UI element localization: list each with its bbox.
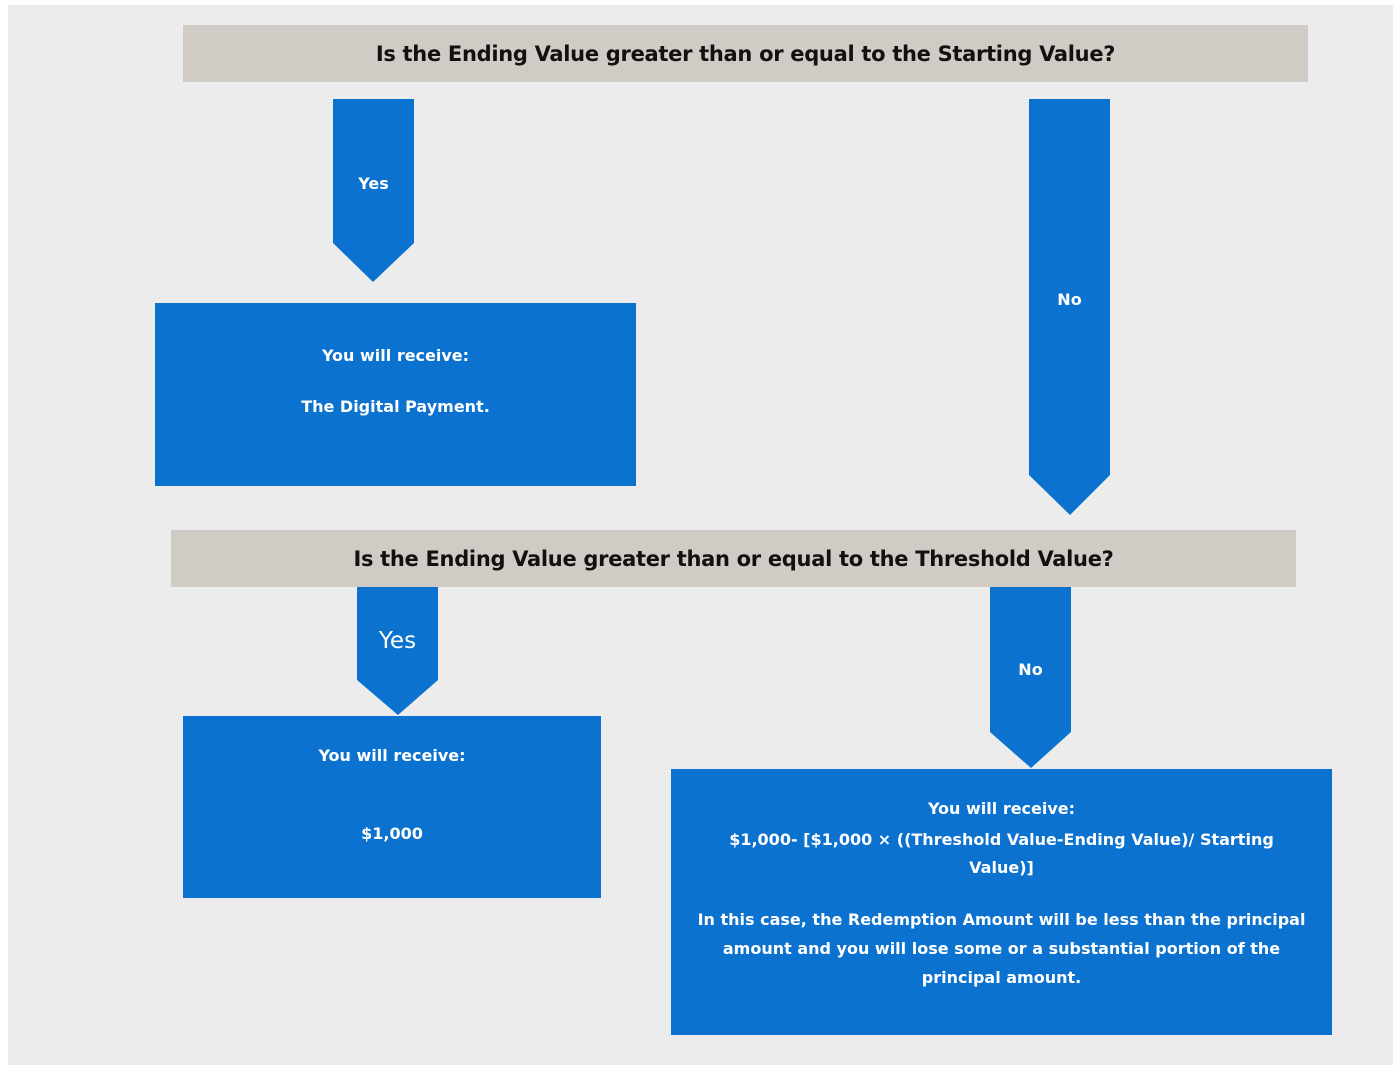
box-text: $1,000- [$1,000 × ((Threshold Value-Endi… — [729, 830, 1274, 877]
yes-label: Yes — [378, 628, 417, 654]
no-label: No — [1018, 660, 1043, 679]
outcome-box: You will receive: The Digital Payment. — [155, 303, 636, 486]
arrow-no-1 — [1029, 99, 1110, 515]
outcome-box: You will receive: $1,000 — [183, 716, 601, 898]
question-2: Is the Ending Value greater than or equa… — [171, 530, 1296, 587]
box-text: You will receive: — [318, 746, 466, 765]
box-text: You will receive: — [321, 346, 470, 365]
box-text: $1,000 — [361, 824, 423, 843]
question-1: Is the Ending Value greater than or equa… — [183, 25, 1308, 82]
box-text: The Digital Payment. — [301, 397, 490, 416]
box-text: You will receive: — [927, 799, 1076, 818]
arrow-no-2 — [990, 587, 1071, 768]
arrow-yes-2 — [357, 587, 438, 715]
box-text: In this case, the Redemption Amount will… — [697, 910, 1306, 987]
no-label: No — [1057, 290, 1082, 309]
arrow-yes-1 — [333, 99, 414, 282]
yes-label: Yes — [358, 174, 389, 193]
outcome-box: You will receive: $1,000- [$1,000 × ((Th… — [671, 769, 1332, 1035]
